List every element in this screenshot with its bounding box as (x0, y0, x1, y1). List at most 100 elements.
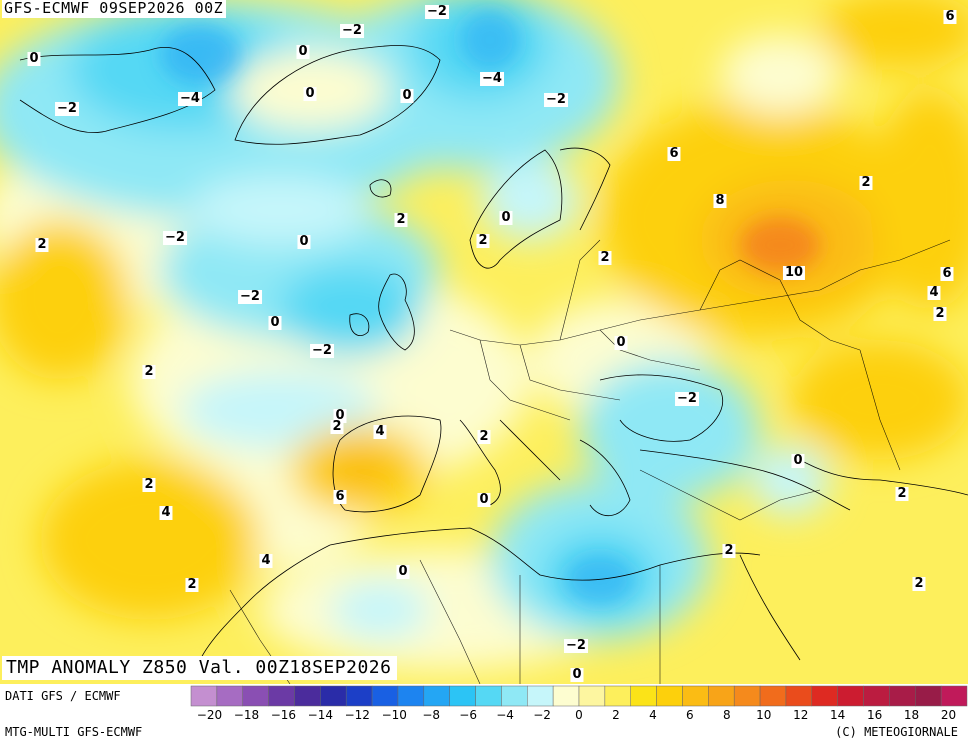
color-scale-swatch (785, 685, 813, 707)
contour-value-label: 2 (394, 212, 408, 227)
color-scale-tick-label: −14 (307, 708, 333, 722)
model-label: MTG-MULTI GFS-ECMWF (5, 725, 143, 739)
color-scale-swatch (397, 685, 425, 707)
color-scale-tick-label: −20 (196, 708, 223, 722)
color-scale-bar (190, 685, 968, 707)
color-scale-tick-label: 18 (903, 708, 920, 722)
color-scale-swatch (863, 685, 890, 707)
contour-value-label: 0 (303, 86, 317, 101)
color-scale-swatch (656, 685, 683, 707)
contour-value-label: 0 (477, 492, 491, 507)
contour-value-label: 6 (667, 146, 681, 161)
copyright-label: (C) METEOGIORNALE (835, 725, 958, 739)
color-scale-tick-label: 12 (793, 708, 809, 722)
color-scale-tick-label: −12 (344, 708, 370, 722)
contour-value-label: −2 (564, 638, 588, 653)
contour-value-label: 0 (297, 234, 311, 249)
color-scale-tick-label: −18 (233, 708, 260, 722)
footer: DATI GFS / ECMWF MTG-MULTI GFS-ECMWF (C)… (0, 684, 968, 745)
color-scale-swatch (630, 685, 657, 707)
contour-value-label: 2 (933, 306, 947, 321)
color-scale-swatch (889, 685, 916, 707)
contour-value-label: 0 (268, 315, 282, 330)
contour-value-label: 10 (782, 265, 806, 280)
color-scale-swatch (578, 685, 606, 707)
contour-value-label: 2 (142, 364, 156, 379)
color-scale-swatch (759, 685, 787, 707)
color-scale-swatch (242, 685, 269, 707)
contour-value-label: 4 (259, 553, 273, 568)
contour-value-label: −2 (340, 23, 364, 38)
run-title: GFS-ECMWF 09SEP2026 00Z (2, 0, 227, 18)
color-scale-tick-label: −4 (496, 708, 514, 722)
color-scale-swatch (190, 685, 218, 707)
contour-value-label: −4 (178, 91, 202, 106)
contour-value-label: 0 (27, 51, 41, 66)
color-scale-swatch (733, 685, 761, 707)
color-scale-tick-label: 4 (649, 708, 657, 722)
contour-value-label: −2 (238, 289, 262, 304)
color-scale-swatch (708, 685, 735, 707)
color-scale-swatch (423, 685, 450, 707)
color-scale-swatch (682, 685, 709, 707)
contour-value-label: 2 (895, 486, 909, 501)
coastlines (19, 45, 968, 661)
contour-value-label: 4 (373, 424, 387, 439)
color-scale-tick-label: 8 (722, 708, 731, 722)
contour-value-label: 2 (477, 429, 491, 444)
color-scale-swatch (604, 685, 631, 707)
color-scale-swatch (837, 685, 864, 707)
contour-value-label: 4 (159, 505, 173, 520)
contour-value-label: 0 (333, 408, 347, 423)
contour-value-label: 4 (927, 285, 941, 300)
contour-value-label: 0 (296, 44, 310, 59)
color-scale-swatch (915, 685, 942, 707)
contour-value-label: −2 (544, 92, 568, 107)
color-scale-tick-label: 16 (866, 708, 883, 722)
color-scale-swatch (294, 685, 321, 707)
color-scale-swatch (940, 685, 968, 707)
contour-value-label: 6 (943, 9, 957, 24)
contour-value-label: 2 (35, 237, 49, 252)
contour-value-label: 2 (912, 576, 926, 591)
color-scale-swatch (268, 685, 295, 707)
contour-label-layer: −2 −2 6 0 0 −4 0 −4 −2 −2 0 6 2 8 2 0 −2 2 0 2 2 10 6 4 −2 0 2 −2 0 2… (27, 4, 957, 682)
color-scale-tick-label: −6 (459, 708, 477, 722)
weather-map (0, 0, 968, 684)
contour-value-label: −2 (163, 230, 187, 245)
color-scale-tick-label: 14 (830, 708, 846, 722)
color-scale-tick-label: 10 (756, 708, 772, 722)
temperature-anomaly-field (0, 0, 968, 684)
contour-value-label: 2 (185, 577, 199, 592)
color-scale-swatch (501, 685, 528, 707)
contour-value-label: 6 (333, 489, 347, 504)
data-source-label: DATI GFS / ECMWF (5, 689, 121, 703)
color-scale-swatch (345, 685, 373, 707)
color-scale-tick-label: 2 (612, 708, 620, 722)
color-scale-swatch (449, 685, 476, 707)
contour-value-label: 6 (940, 266, 954, 281)
contour-value-label: 0 (499, 210, 513, 225)
contour-value-label: −2 (310, 343, 334, 358)
color-scale-swatch (371, 685, 399, 707)
contour-value-label: 2 (859, 175, 873, 190)
color-scale-tick-label: 6 (686, 708, 694, 722)
contour-value-label: 2 (330, 419, 344, 434)
contour-value-label: −2 (55, 101, 79, 116)
color-scale-swatch (552, 685, 580, 707)
color-scale-tick-label: −8 (422, 708, 441, 722)
color-scale-tick-label: 0 (575, 708, 583, 722)
color-scale-tick-label: −10 (381, 708, 407, 722)
color-scale-swatch (320, 685, 347, 707)
color-scale-tick-label: −2 (533, 708, 551, 722)
color-scale-tick-label: 20 (940, 708, 957, 722)
color-scale-ticks: −20 −18 −16 −14 −12 −10 −8 −6 −4 −2 0 2 4 6 8 10 12 14 16 1… (190, 708, 968, 722)
contour-value-label: 2 (142, 477, 156, 492)
contour-value-label: −2 (425, 4, 449, 19)
contour-value-label: 0 (396, 564, 410, 579)
contour-value-label: 0 (570, 667, 584, 682)
color-scale-swatch (811, 685, 838, 707)
color-scale-swatch (216, 685, 243, 707)
contour-value-label: 2 (722, 543, 736, 558)
color-scale-tick-label: −16 (270, 708, 297, 722)
